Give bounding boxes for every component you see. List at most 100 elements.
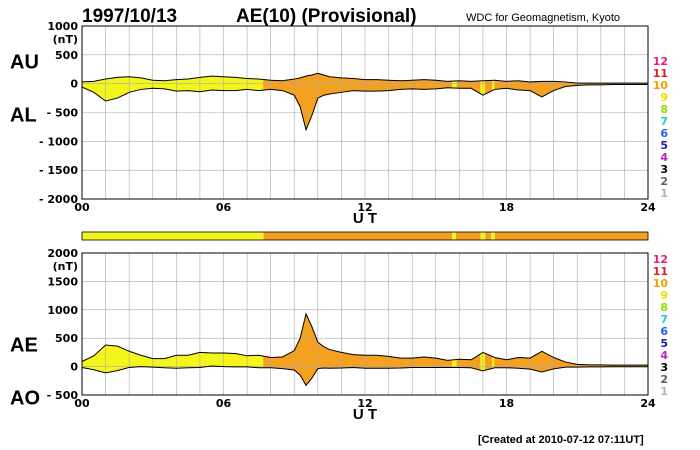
envelope-fill-slice (418, 79, 422, 90)
envelope-fill-slice (433, 357, 437, 368)
envelope-fill-slice (437, 80, 441, 89)
envelope-fill-slice (548, 354, 552, 371)
envelope-fill-slice (150, 79, 154, 89)
envelope-fill-slice (529, 356, 533, 371)
envelope-fill-slice (201, 352, 205, 368)
envelope-fill-slice (546, 81, 550, 95)
envelope-fill-slice (246, 355, 250, 368)
envelope-fill-slice (371, 79, 375, 92)
envelope-fill-slice (190, 78, 194, 92)
envelope-fill-slice (348, 77, 352, 92)
envelope-fill-slice (171, 79, 175, 92)
envelope-fill-slice (555, 81, 559, 91)
envelope-fill-slice (239, 354, 243, 368)
envelope-fill-slice (268, 356, 271, 369)
envelope-fill-slice (416, 79, 420, 90)
envelope-fill-slice (152, 79, 156, 89)
envelope-fill-slice (381, 79, 385, 92)
envelope-fill-slice (369, 79, 373, 92)
envelope-fill-slice (220, 352, 224, 367)
envelope-fill-slice (334, 350, 338, 369)
envelope-fill-slice (194, 352, 198, 368)
envelope-fill-slice (187, 354, 191, 369)
envelope-fill-slice (187, 78, 191, 92)
envelope-fill-slice (185, 78, 189, 92)
envelope-fill-slice (527, 81, 531, 91)
envelope-fill-slice (213, 75, 217, 91)
y-tick-label: 1000 (47, 20, 78, 33)
legend-level-4: 4 (660, 349, 668, 362)
y-tick-label: 500 (55, 332, 78, 345)
envelope-fill-slice (376, 79, 380, 92)
legend-level-9: 9 (660, 289, 668, 302)
envelope-fill-slice (522, 80, 526, 91)
envelope-fill-slice (536, 352, 540, 372)
envelope-fill-slice (114, 345, 118, 372)
envelope-fill-slice (543, 352, 547, 372)
envelope-fill-slice (541, 350, 545, 373)
envelope-fill-slice (126, 76, 130, 94)
envelope-fill-slice (138, 354, 142, 368)
activity-segment-orange (455, 232, 481, 240)
envelope-fill-slice (546, 353, 550, 372)
y-tick-label: - 1500 (39, 164, 78, 177)
legend-level-7: 7 (660, 313, 668, 326)
legend-level-3: 3 (660, 361, 668, 374)
envelope-fill-slice (357, 354, 361, 369)
activity-color-bar (81, 231, 649, 241)
envelope-fill-slice (385, 79, 389, 92)
series-line-al (81, 84, 648, 132)
envelope-fill-slice (442, 80, 446, 89)
envelope-fill-slice (121, 76, 125, 97)
envelope-fill-slice (291, 350, 295, 371)
legend-level-2: 2 (660, 175, 668, 188)
envelope-fill-slice (555, 357, 559, 369)
envelope-fill-slice (105, 78, 109, 102)
envelope-fill-slice (343, 77, 347, 93)
envelope-fill-slice (253, 78, 257, 91)
envelope-fill-slice (480, 351, 484, 372)
envelope-fill-slice (395, 80, 399, 91)
envelope-fill-slice (95, 350, 99, 372)
envelope-fill-slice (367, 79, 371, 92)
legend-level-10: 10 (653, 79, 669, 92)
envelope-fill-slice (154, 358, 158, 368)
x-tick-label: 06 (216, 201, 232, 214)
envelope-fill-slice (482, 351, 486, 372)
envelope-fill-slice (260, 78, 264, 91)
envelope-fill-slice (444, 80, 448, 89)
envelope-fill-slice (152, 358, 156, 368)
series-label-ae: AE (10, 335, 38, 357)
envelope-fill-slice (494, 357, 498, 369)
envelope-fill-slice (440, 80, 444, 89)
envelope-fill-slice (404, 80, 408, 90)
legend-level-9: 9 (660, 91, 668, 104)
envelope-fill-slice (289, 351, 293, 371)
envelope-fill-slice (357, 78, 361, 92)
y-tick-label: 0 (70, 78, 78, 91)
envelope-fill-slice (263, 355, 267, 369)
envelope-fill-slice (456, 358, 460, 368)
y-tick-label: - 1000 (39, 135, 78, 148)
envelope-fill-slice (411, 79, 415, 90)
envelope-fill-slice (263, 79, 267, 91)
envelope-fill-slice (461, 80, 465, 89)
envelope-fill-slice (277, 80, 281, 91)
envelope-fill-slice (161, 80, 165, 90)
envelope-fill-slice (312, 329, 316, 378)
envelope-fill-slice (487, 80, 491, 94)
envelope-fill-slice (131, 351, 135, 368)
created-timestamp: [Created at 2010-07-12 07:11UT] (478, 434, 644, 446)
envelope-fill-slice (341, 77, 345, 93)
envelope-fill-slice (284, 79, 288, 93)
envelope-fill-slice (480, 80, 484, 96)
x-tick-label: 00 (74, 201, 90, 214)
envelope-fill-slice (433, 79, 437, 90)
envelope-fill-slice (397, 80, 401, 90)
envelope-fill-slice (282, 80, 286, 92)
envelope-fill-slice (140, 354, 144, 368)
envelope-fill-slice (322, 74, 326, 97)
envelope-fill-slice (489, 80, 493, 93)
y-tick-label: 1000 (47, 304, 78, 317)
